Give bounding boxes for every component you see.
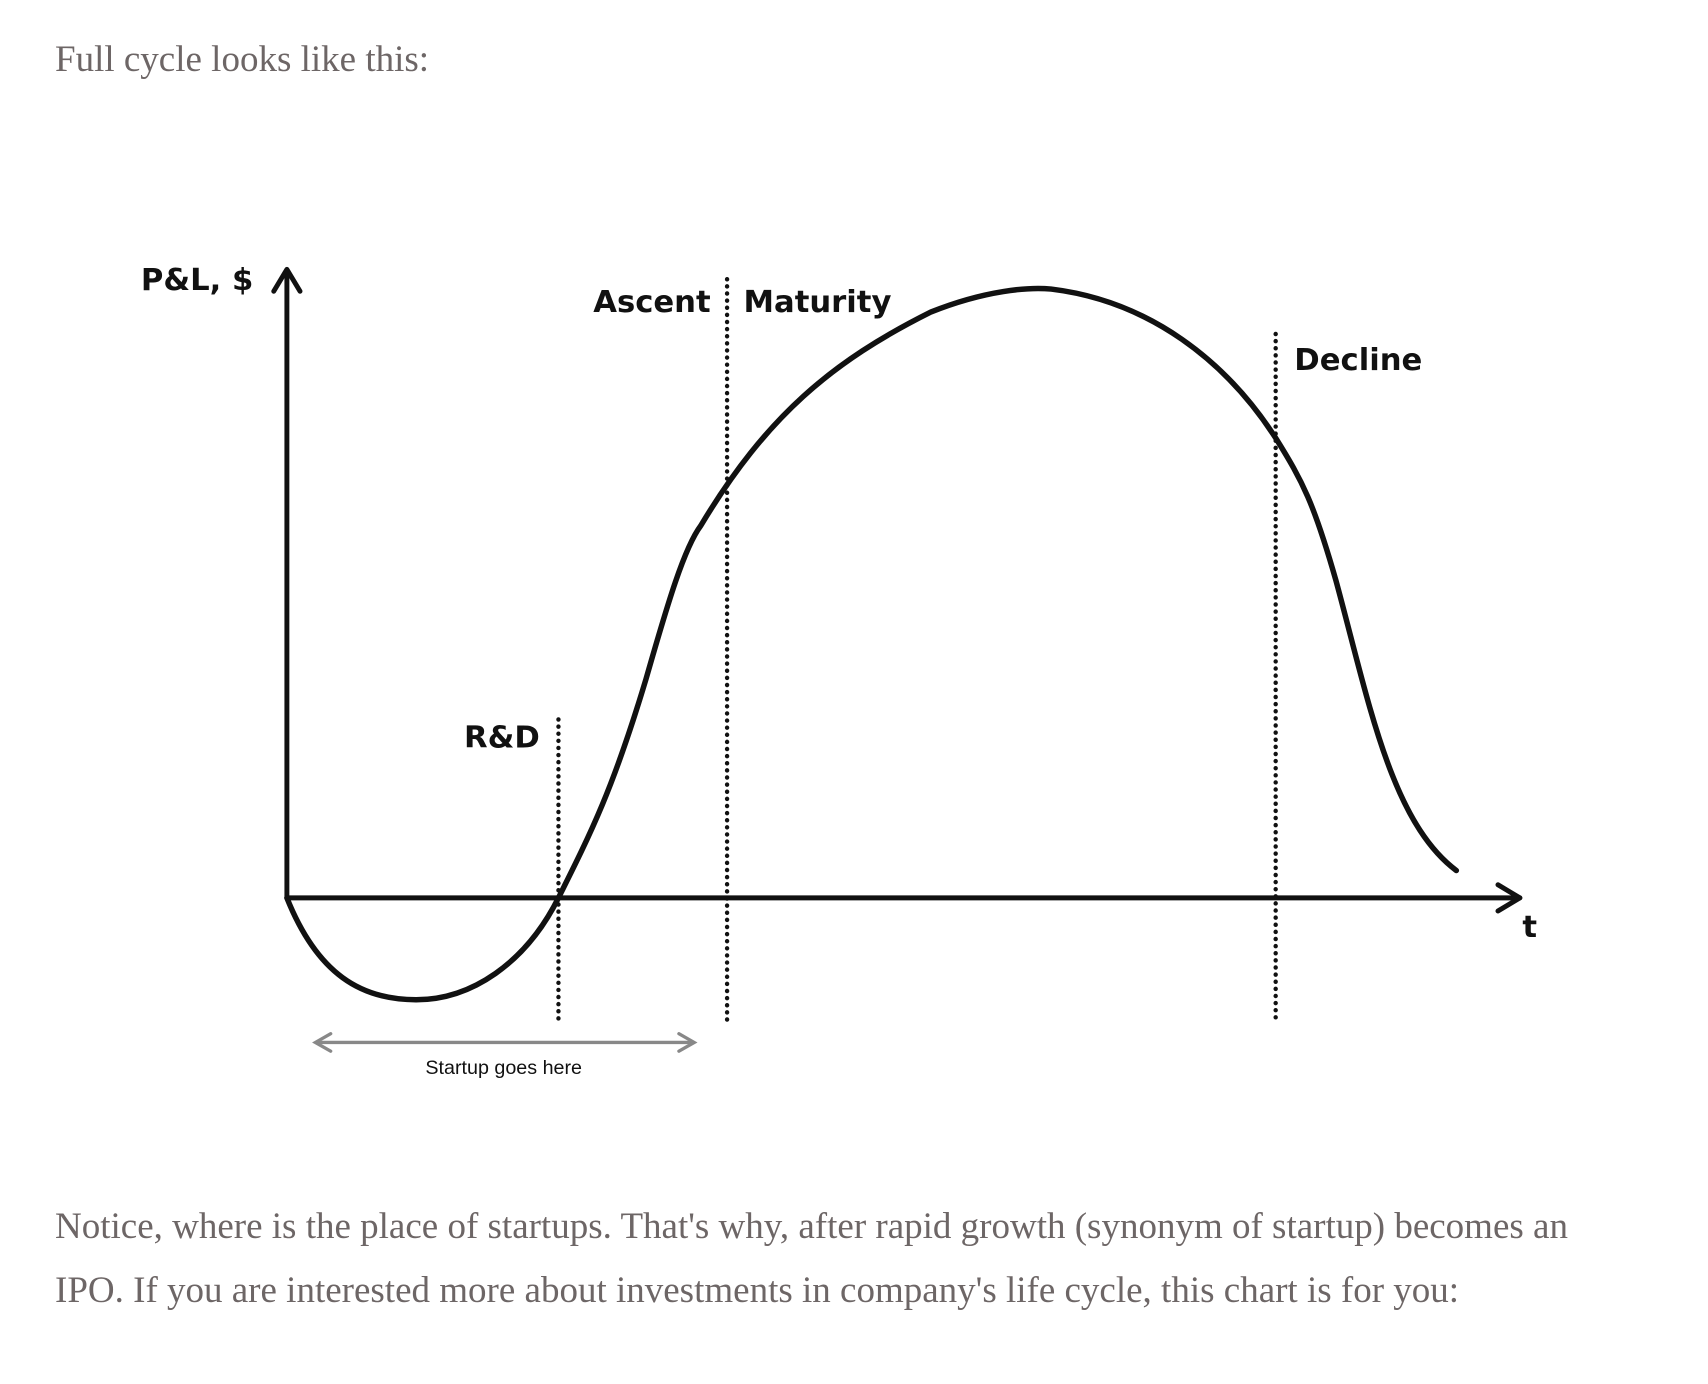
annotation: Startup goes here bbox=[425, 1057, 582, 1079]
phase-label: Decline bbox=[1294, 343, 1422, 378]
axes bbox=[271, 266, 1523, 914]
phase-label: Maturity bbox=[744, 285, 892, 320]
x-axis-label: t bbox=[1522, 910, 1537, 945]
intro-text: Full cycle looks like this: bbox=[55, 39, 430, 80]
y-axis-label: P&L, $ bbox=[141, 263, 253, 298]
paragraph: Notice, where is the place of startups. … bbox=[55, 1206, 1568, 1311]
phase-dividers bbox=[556, 277, 1278, 1023]
phase-label: R&D bbox=[464, 721, 540, 756]
phase-label: Ascent bbox=[593, 285, 710, 320]
cycle-curve bbox=[284, 285, 1460, 1003]
startup-range-arrow bbox=[312, 1032, 698, 1053]
